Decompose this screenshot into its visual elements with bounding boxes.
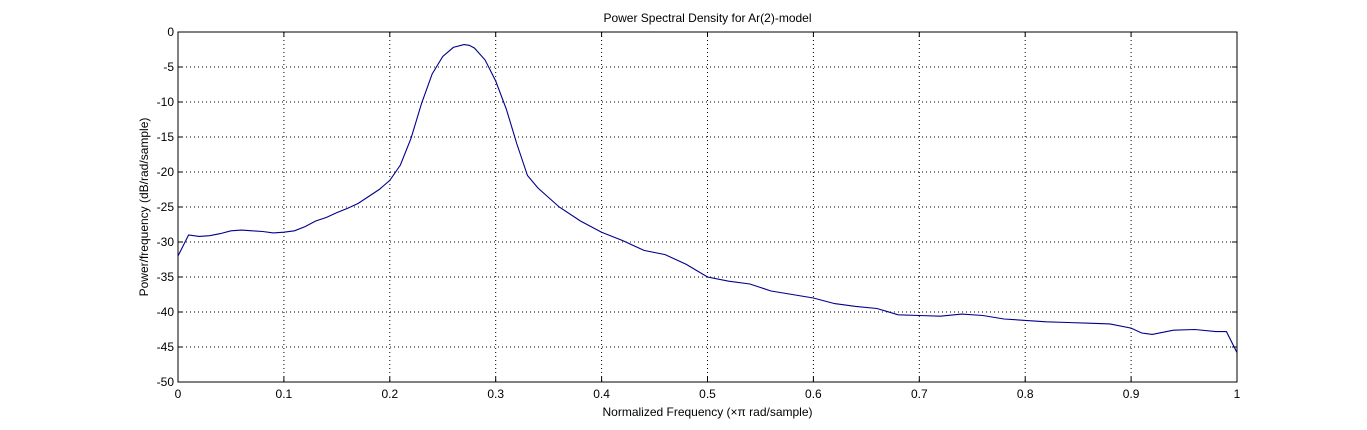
x-tick-label: 0.6 xyxy=(805,387,822,401)
y-axis-label: Power/frequency (dB/rad/sample) xyxy=(137,118,151,297)
x-axis-label: Normalized Frequency (×π rad/sample) xyxy=(602,405,812,419)
y-tick-label: -30 xyxy=(157,235,175,249)
x-tick-label: 0.9 xyxy=(1123,387,1140,401)
x-tick-label: 0 xyxy=(175,387,182,401)
x-tick-label: 1 xyxy=(1234,387,1241,401)
axis-ticks xyxy=(177,31,1238,383)
y-tick-label: -5 xyxy=(163,60,174,74)
x-tick-label: 0.1 xyxy=(276,387,293,401)
y-tick-label: -10 xyxy=(157,95,175,109)
y-tick-label: -40 xyxy=(157,305,175,319)
y-tick-label: -20 xyxy=(157,165,175,179)
y-tick-label: -25 xyxy=(157,200,175,214)
grid-lines xyxy=(178,32,1237,382)
x-tick-label: 0.4 xyxy=(593,387,610,401)
psd-series-line xyxy=(177,44,1238,353)
x-tick-label: 0.3 xyxy=(487,387,504,401)
chart-title: Power Spectral Density for Ar(2)-model xyxy=(603,11,811,25)
y-tick-label: -15 xyxy=(157,130,175,144)
y-tick-label: -45 xyxy=(157,340,175,354)
y-tick-labels: 0 -5 -10 -15 -20 -25 -30 -35 -40 -45 -50 xyxy=(157,25,175,389)
y-tick-label: -35 xyxy=(157,270,175,284)
x-tick-labels: 0 0.1 0.2 0.3 0.4 0.5 0.6 0.7 0.8 0.9 1 xyxy=(175,387,1241,401)
y-tick-label: -50 xyxy=(157,375,175,389)
x-tick-label: 0.8 xyxy=(1017,387,1034,401)
x-tick-label: 0.5 xyxy=(699,387,716,401)
y-tick-label: 0 xyxy=(167,25,174,39)
x-tick-label: 0.7 xyxy=(911,387,928,401)
x-tick-label: 0.2 xyxy=(381,387,398,401)
